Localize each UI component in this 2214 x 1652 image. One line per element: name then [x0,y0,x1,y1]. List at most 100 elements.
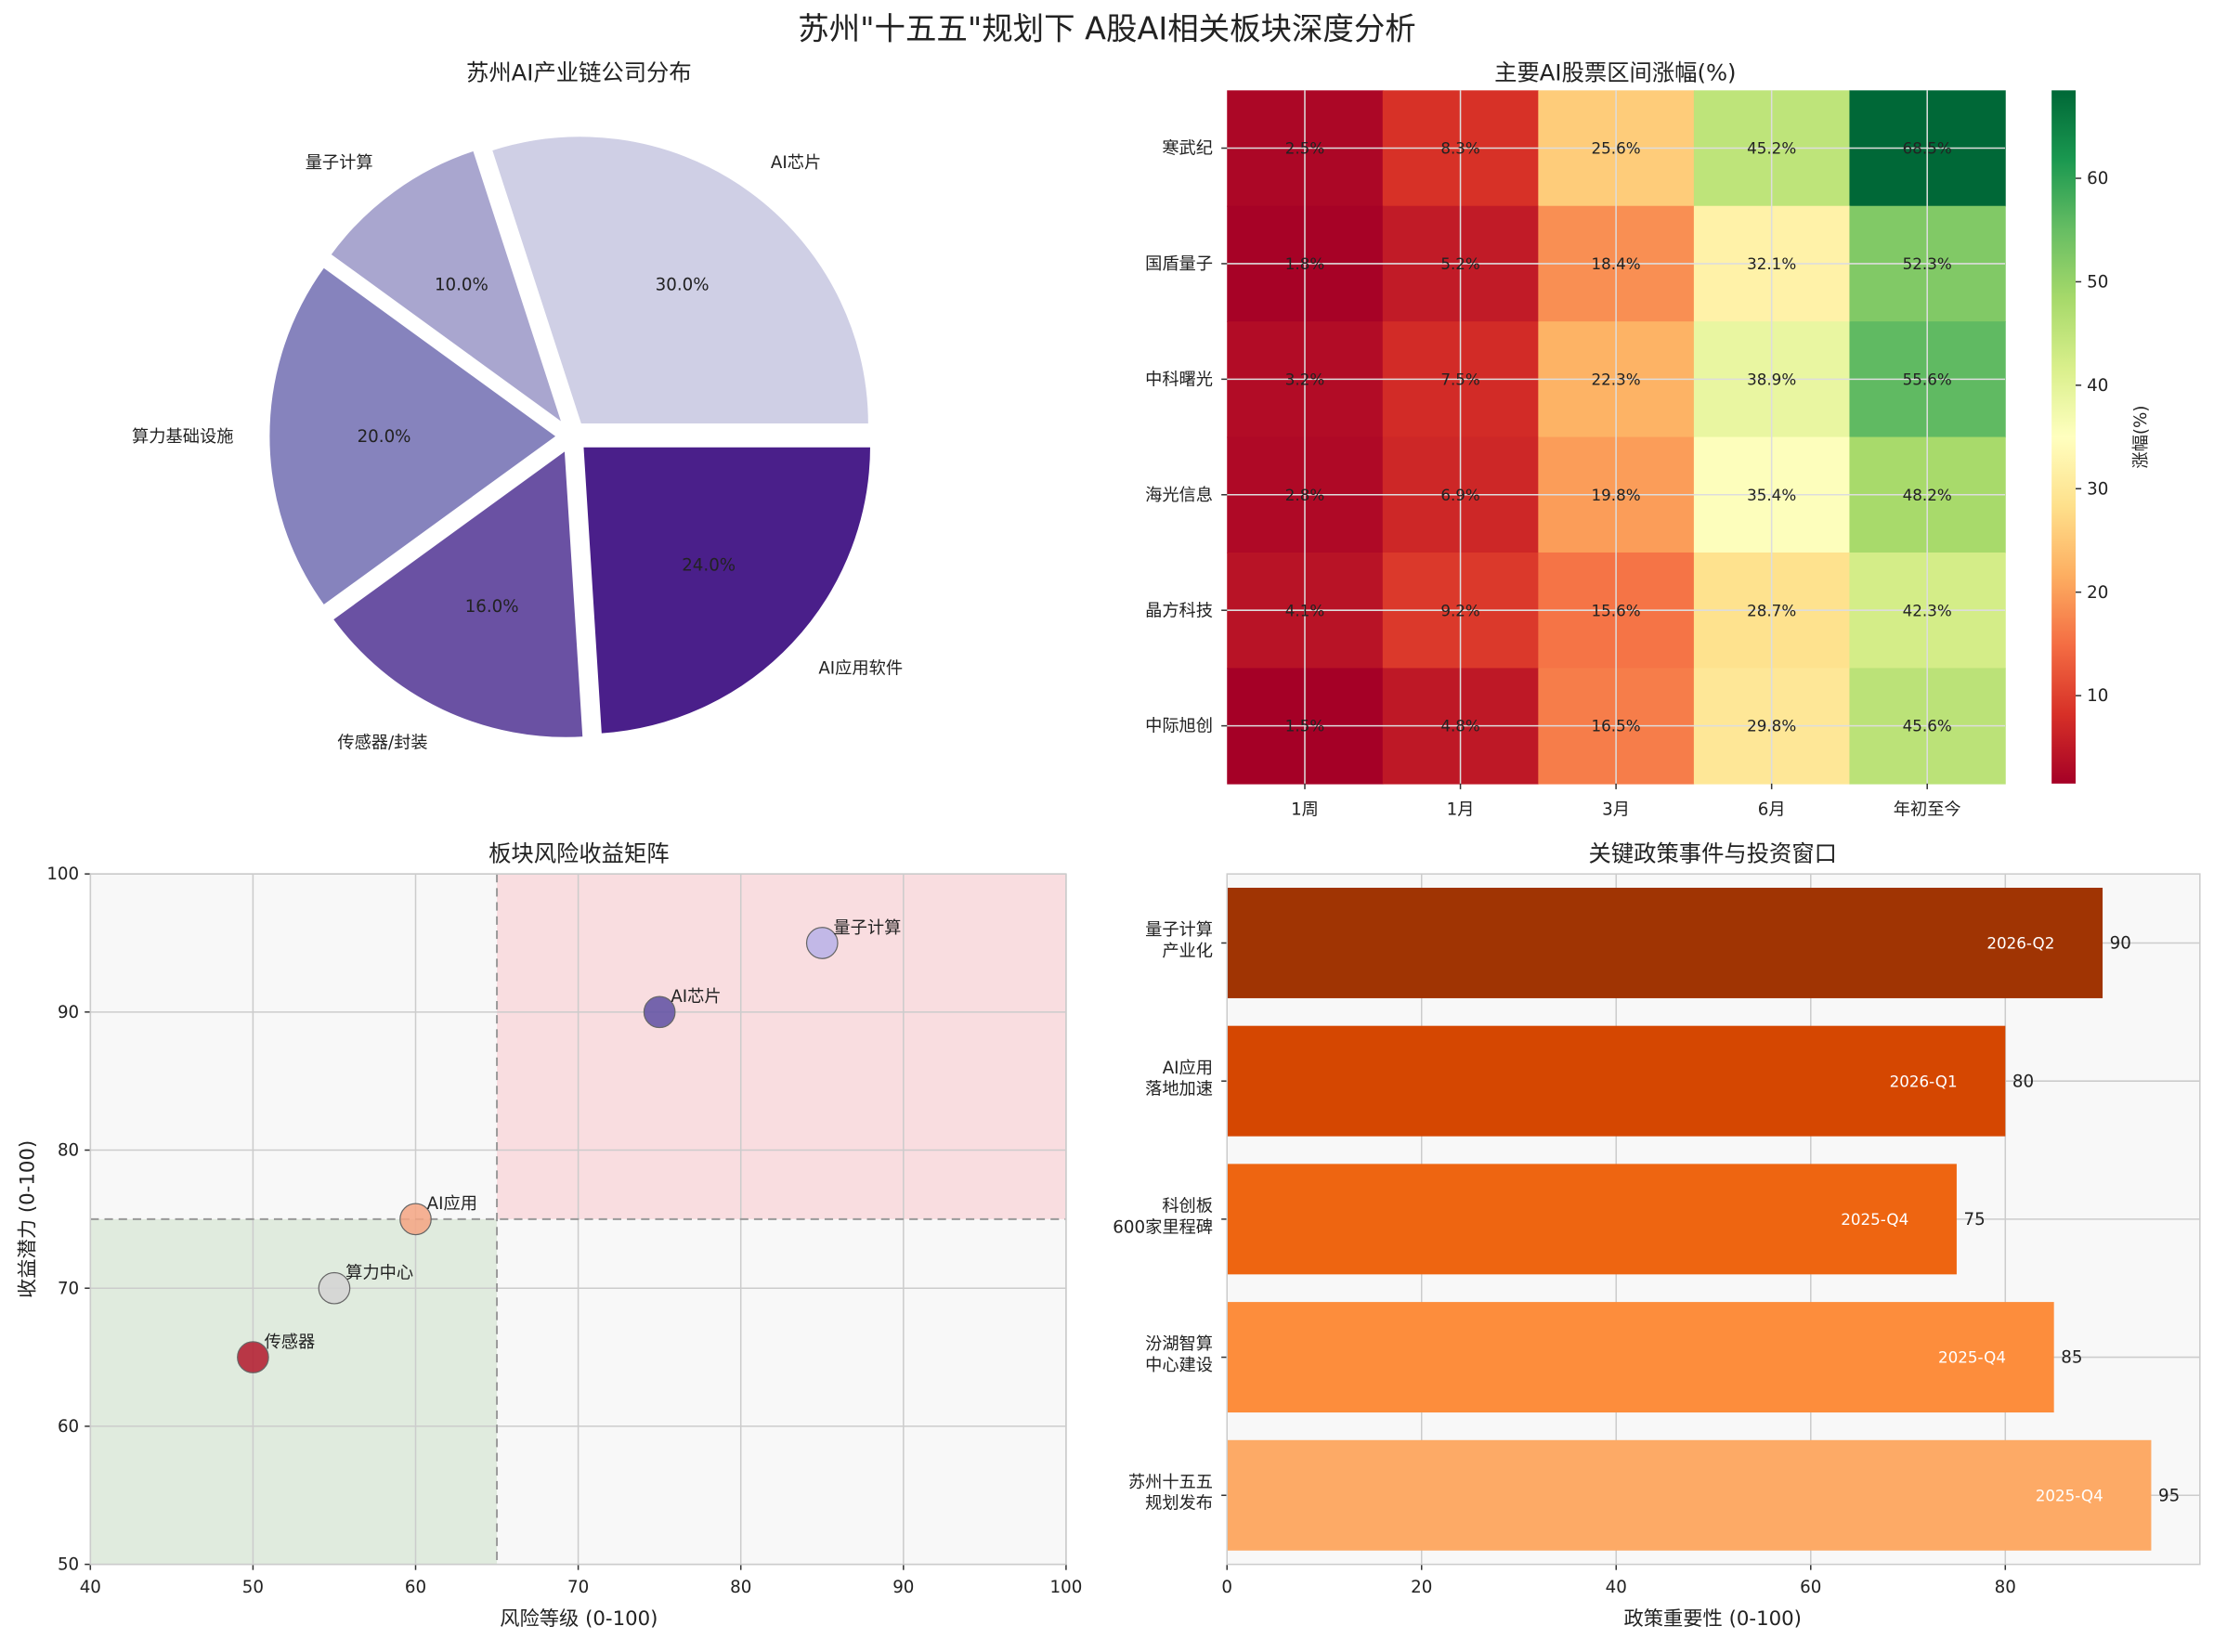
bar-value-label: 85 [2061,1348,2082,1368]
bar-chart: 关键政策事件与投资窗口 0 20 40 60 80 苏州十五五规划发布 2025-Q4 95 汾湖… [1113,839,2201,1631]
y-tick-label: 国盾量子 [1145,254,1213,274]
x-tick-label: 3月 [1602,800,1630,819]
y-tick-label-line: AI应用 [1163,1059,1213,1078]
x-tick-label: 50 [242,1578,264,1597]
heatmap-chart: 主要AI股票区间涨幅(%) 1周 1月 3月 6月 年初至今 寒武纪国盾量子中科曙光海光信息… [1145,59,2151,820]
y-tick-label-line: 600家里程碑 [1113,1217,1213,1237]
pie-chart: 苏州AI产业链公司分布 AI芯片 30.0% 量子计算 10.0% 算力基础设施 20.0%… [132,59,903,753]
heatmap-value-label: 7.5% [1440,370,1479,388]
pie-percent-label: 16.0% [465,597,519,617]
pie-percent-label: 20.0% [358,427,411,447]
heatmap-value-label: 29.8% [1747,717,1796,735]
pie-slice [580,444,874,736]
colorbar-tick-label: 20 [2087,583,2108,603]
heatmap-value-label: 9.2% [1440,601,1479,619]
heatmap-value-label: 5.2% [1440,254,1479,273]
colorbar-tick-label: 10 [2087,686,2108,706]
x-tick-label: 40 [1606,1578,1627,1597]
colorbar-tick-label: 30 [2087,479,2108,499]
bar [1227,1164,1957,1275]
heatmap-value-label: 35.4% [1747,486,1796,504]
point-label: AI芯片 [671,987,721,1007]
y-tick-label-line: 汾湖智算 [1145,1334,1213,1354]
pie-percent-label: 30.0% [656,275,710,294]
scatter-point [643,995,676,1029]
y-tick-label-line: 落地加速 [1145,1080,1213,1099]
high-return-zone [497,874,1066,1219]
x-tick-label: 6月 [1758,800,1786,819]
x-tick-label: 90 [892,1578,914,1597]
y-tick-label-line: 科创板 [1162,1197,1213,1216]
colorbar-tick-label: 40 [2087,376,2108,396]
x-tick-label: 1周 [1291,800,1319,819]
heatmap-value-label: 1.5% [1285,717,1324,735]
bar [1227,1439,2152,1551]
y-tick-label: 60 [58,1417,79,1437]
y-tick-label-line: 规划发布 [1145,1494,1213,1514]
y-tick-label: 80 [58,1141,79,1161]
x-tick-label: 0 [1221,1578,1232,1597]
colorbar-tick-label: 50 [2087,273,2108,293]
pie-percent-label: 10.0% [435,275,488,294]
y-tick-label: 海光信息 [1145,486,1213,505]
heatmap-value-label: 22.3% [1592,370,1641,388]
y-tick-label: 70 [58,1279,79,1298]
pie-label: 量子计算 [306,153,373,173]
y-tick-label: 90 [58,1003,79,1022]
heatmap-value-label: 1.8% [1285,254,1324,273]
y-tick-label: 晶方科技 [1145,601,1213,620]
y-tick-label: 科创板 600家里程碑 [1113,1197,1213,1238]
time-window-label: 2026-Q2 [1986,934,2054,953]
heatmap-value-label: 6.9% [1440,486,1479,504]
y-tick-label: 100 [46,865,79,884]
point-label: 传感器 [265,1333,316,1352]
pie-label: AI应用软件 [818,658,903,678]
pie-percent-label: 24.0% [682,555,736,575]
heatmap-value-label: 3.2% [1285,370,1324,388]
pie-label: AI芯片 [771,153,821,173]
point-label: 量子计算 [833,918,901,938]
low-risk-zone [90,1218,498,1565]
bar-value-label: 75 [1964,1210,1986,1229]
heatmap-value-label: 52.3% [1903,254,1952,273]
scatter-title: 板块风险收益矩阵 [488,839,670,866]
x-tick-label: 70 [567,1578,589,1597]
x-tick-label: 年初至今 [1894,800,1961,819]
bar [1227,1302,2054,1413]
heatmap-value-label: 2.8% [1285,486,1324,504]
heatmap-value-label: 15.6% [1592,601,1641,619]
time-window-label: 2025-Q4 [1938,1348,2006,1367]
heatmap-value-label: 45.2% [1747,139,1796,158]
x-axis-label: 政策重要性 (0-100) [1624,1607,1802,1631]
scatter-point [237,1341,269,1373]
heatmap-title: 主要AI股票区间涨幅(%) [1494,59,1736,86]
point-label: AI应用 [427,1194,477,1214]
heatmap-value-label: 8.3% [1440,139,1479,158]
x-tick-label: 100 [1050,1578,1083,1597]
scatter-point [805,927,839,959]
heatmap-value-label: 18.4% [1592,254,1641,273]
time-window-label: 2026-Q1 [1890,1072,1958,1090]
x-tick-label: 1月 [1447,800,1475,819]
heatmap-value-label: 55.6% [1903,370,1952,388]
heatmap-value-label: 68.5% [1903,139,1952,158]
heatmap-value-label: 25.6% [1592,139,1641,158]
y-axis-label: 收益潜力 (0-100) [16,1140,39,1298]
pie-slice [330,446,586,740]
pie-slice [267,264,561,609]
heatmap-value-label: 38.9% [1747,370,1796,388]
pie-label: 传感器/封装 [337,734,427,753]
plot-frame [1226,873,2201,1566]
bar-value-label: 80 [2012,1072,2034,1091]
x-tick-label: 60 [405,1578,426,1597]
pie-label: 算力基础设施 [132,427,233,447]
heatmap-value-label: 19.8% [1592,486,1641,504]
bar [1227,888,2103,998]
bar-title: 关键政策事件与投资窗口 [1589,839,1837,866]
time-window-label: 2025-Q4 [1841,1210,1908,1229]
y-tick-label: 中际旭创 [1145,717,1213,736]
heatmap-value-label: 48.2% [1903,486,1952,504]
scatter-point [318,1271,351,1305]
